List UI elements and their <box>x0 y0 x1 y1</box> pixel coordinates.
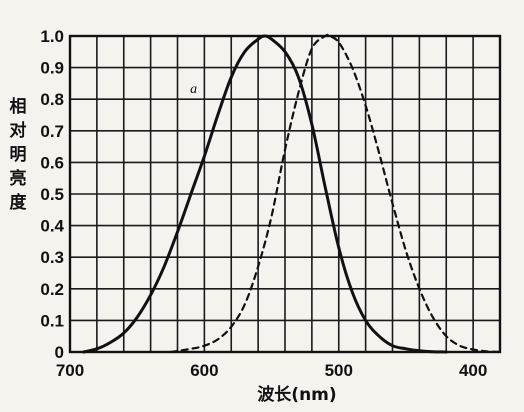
y-tick-label: 0.9 <box>40 59 64 78</box>
x-axis-title: 波长(nm) <box>257 384 336 405</box>
y-tick-label: 0.2 <box>40 280 64 299</box>
series-solid-curve <box>81 34 448 354</box>
series-layer <box>81 33 502 354</box>
y-tick-label: 0.8 <box>40 90 64 109</box>
x-tick-label: 700 <box>56 361 84 380</box>
y-tick-label: 0.3 <box>40 248 64 267</box>
x-tick-label: 400 <box>459 361 487 380</box>
plot-frame <box>68 34 502 354</box>
series-dashed-curve <box>169 33 502 354</box>
labels: 0 0.1 0.2 0.3 0.4 0.5 0.6 0.7 0.8 0.9 1.0 700 600 500… <box>10 27 488 405</box>
y-tick-label: 1.0 <box>40 27 64 46</box>
annotation-label: a <box>190 82 197 97</box>
y-tick-label: 0.5 <box>40 185 64 204</box>
x-tick-label: 500 <box>325 361 353 380</box>
axes <box>68 34 502 354</box>
y-tick-label: 0.7 <box>40 122 64 141</box>
y-tick-label: 0.4 <box>40 217 64 236</box>
x-tick-label: 600 <box>190 361 218 380</box>
y-tick-label: 0.1 <box>40 311 64 330</box>
y-axis-title: 相对明亮度 <box>10 96 28 213</box>
y-tick-label: 0.6 <box>40 153 64 172</box>
grid <box>69 35 501 353</box>
y-tick-label: 0 <box>55 343 64 362</box>
